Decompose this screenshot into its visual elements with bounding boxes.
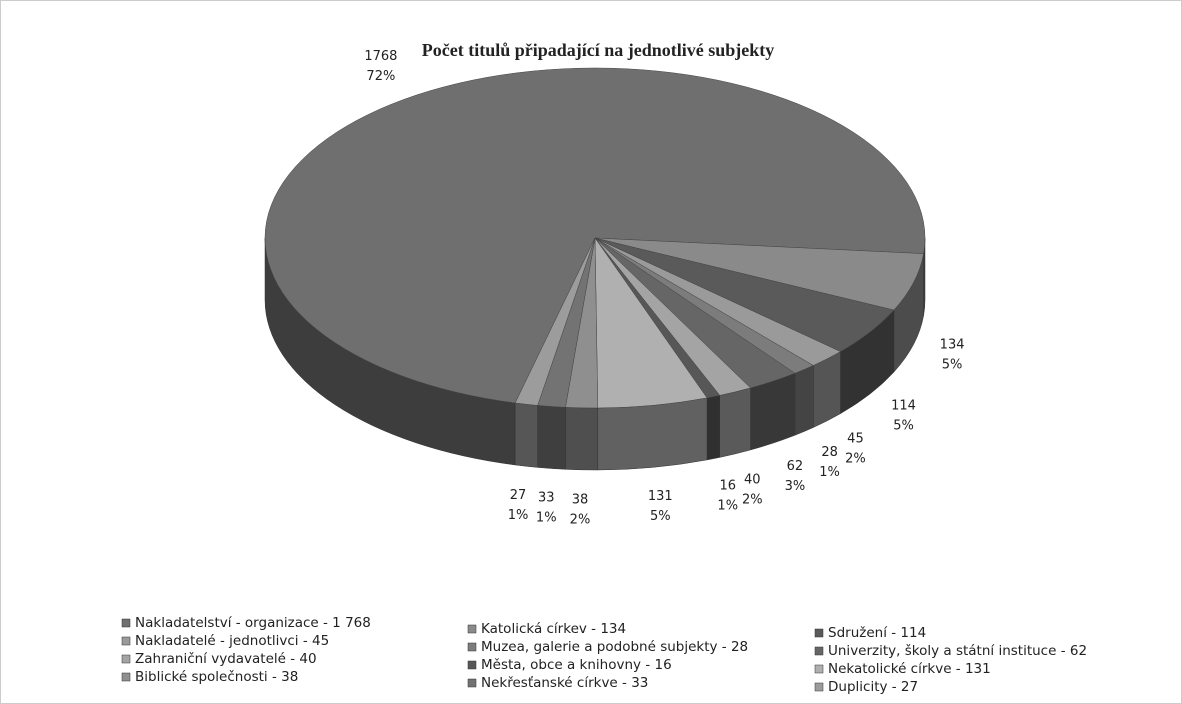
data-label-percent: 1% xyxy=(819,465,840,480)
legend-swatch xyxy=(467,678,477,688)
chart-title: Počet titulů připadající na jednotlivé s… xyxy=(422,40,775,60)
data-label-percent: 3% xyxy=(785,479,806,494)
data-label: 38 xyxy=(572,492,589,507)
legend-swatch xyxy=(121,636,131,646)
legend-swatch xyxy=(814,664,824,674)
data-label-percent: 5% xyxy=(893,418,914,433)
legend-label: Katolická církev - 134 xyxy=(481,621,626,637)
data-label: 114 xyxy=(891,398,916,413)
legend-label: Zahraniční vydavatelé - 40 xyxy=(135,651,317,667)
legend-label: Muzea, galerie a podobné subjekty - 28 xyxy=(481,639,748,655)
data-label-percent: 5% xyxy=(942,357,963,372)
legend-swatch xyxy=(121,618,131,628)
legend-label: Města, obce a knihovny - 16 xyxy=(481,657,672,673)
legend-swatch xyxy=(121,672,131,682)
data-label: 16 xyxy=(719,479,736,494)
data-label-percent: 2% xyxy=(845,452,866,467)
legend-label: Nekřesťanské církve - 33 xyxy=(481,675,648,691)
data-label: 134 xyxy=(940,337,965,352)
data-label: 28 xyxy=(821,445,838,460)
slice xyxy=(264,67,926,404)
legend-label: Univerzity, školy a státní instituce - 6… xyxy=(828,643,1087,659)
data-label-percent: 2% xyxy=(570,512,591,527)
data-label: 33 xyxy=(538,491,555,506)
slice-side xyxy=(597,397,708,471)
data-label: 131 xyxy=(648,489,673,504)
data-label-percent: 5% xyxy=(650,509,671,524)
slice-side xyxy=(514,402,538,468)
legend-swatch xyxy=(814,682,824,692)
data-label: 40 xyxy=(744,473,761,488)
legend-label: Nakladatelé - jednotlivci - 45 xyxy=(135,633,329,649)
legend-label: Biblické společnosti - 38 xyxy=(135,669,298,685)
data-label: 62 xyxy=(787,459,804,474)
legend-swatch xyxy=(814,646,824,656)
legend-swatch xyxy=(467,624,477,634)
data-label: 27 xyxy=(510,488,527,503)
legend-label: Sdružení - 114 xyxy=(828,625,926,641)
legend-swatch xyxy=(121,654,131,664)
slice xyxy=(514,237,596,406)
slice-side xyxy=(706,395,720,461)
legend-label: Duplicity - 27 xyxy=(828,679,918,695)
slice-side xyxy=(794,365,814,436)
slice-side xyxy=(565,407,599,471)
legend-swatch xyxy=(467,660,477,670)
data-label: 45 xyxy=(847,432,864,447)
data-label-percent: 1% xyxy=(536,511,557,526)
data-label: 1768 xyxy=(364,49,397,64)
slice-side xyxy=(719,387,751,458)
data-label-percent: 1% xyxy=(717,499,738,514)
legend-swatch xyxy=(814,628,824,638)
legend-label: Nekatolické církve - 131 xyxy=(828,661,991,677)
slice-side xyxy=(537,405,566,470)
data-label-percent: 1% xyxy=(508,508,529,523)
legend-label: Nakladatelství - organizace - 1 768 xyxy=(135,615,371,631)
data-label-percent: 72% xyxy=(366,69,395,84)
legend-swatch xyxy=(467,642,477,652)
data-label-percent: 2% xyxy=(742,493,763,508)
